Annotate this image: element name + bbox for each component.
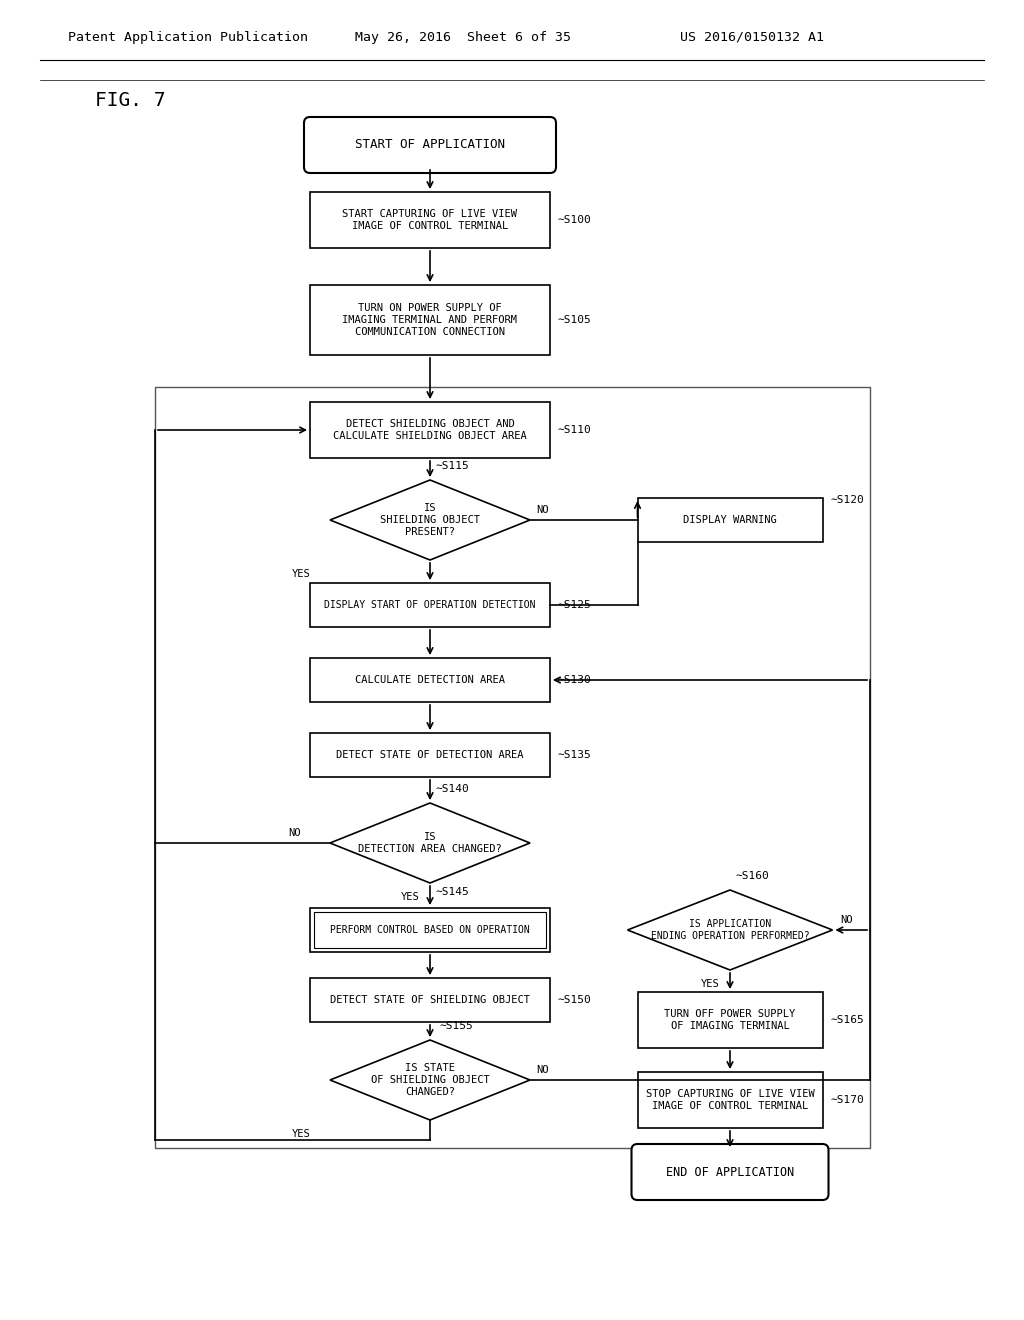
Text: ∼S110: ∼S110 [558,425,592,436]
Bar [155,387,870,1148]
FancyBboxPatch shape [304,117,556,173]
Text: START OF APPLICATION: START OF APPLICATION [355,139,505,152]
Text: DETECT STATE OF SHIELDING OBJECT: DETECT STATE OF SHIELDING OBJECT [330,995,530,1005]
Bar [638,993,822,1048]
Text: IS
DETECTION AREA CHANGED?: IS DETECTION AREA CHANGED? [358,832,502,854]
Bar [638,1072,822,1129]
Text: ∼S135: ∼S135 [558,750,592,760]
Text: NO: NO [536,1065,549,1074]
Bar [310,978,550,1022]
Polygon shape [330,480,530,560]
Polygon shape [628,890,833,970]
Text: Patent Application Publication: Patent Application Publication [68,30,308,44]
Text: NO: NO [841,915,853,925]
Text: May 26, 2016  Sheet 6 of 35: May 26, 2016 Sheet 6 of 35 [355,30,571,44]
Text: STOP CAPTURING OF LIVE VIEW
IMAGE OF CONTROL TERMINAL: STOP CAPTURING OF LIVE VIEW IMAGE OF CON… [645,1089,814,1111]
Text: ∼S125: ∼S125 [558,601,592,610]
Text: IS STATE
OF SHIELDING OBJECT
CHANGED?: IS STATE OF SHIELDING OBJECT CHANGED? [371,1064,489,1097]
Text: ∼S165: ∼S165 [830,1015,864,1026]
Text: ∼S160: ∼S160 [735,871,769,880]
Bar [310,657,550,702]
Text: ∼S105: ∼S105 [558,315,592,325]
Bar [638,498,822,543]
Text: DISPLAY WARNING: DISPLAY WARNING [683,515,777,525]
Polygon shape [330,803,530,883]
Text: YES: YES [401,892,420,902]
FancyBboxPatch shape [632,1144,828,1200]
Text: ∼S150: ∼S150 [558,995,592,1005]
Bar [314,912,546,948]
Text: ∼S170: ∼S170 [830,1096,864,1105]
Text: ∼S115: ∼S115 [435,461,469,471]
Text: IS
SHIELDING OBJECT
PRESENT?: IS SHIELDING OBJECT PRESENT? [380,503,480,537]
Text: ∼S100: ∼S100 [558,215,592,224]
Text: NO: NO [536,506,549,515]
Bar [310,403,550,458]
Text: PERFORM CONTROL BASED ON OPERATION: PERFORM CONTROL BASED ON OPERATION [330,925,529,935]
Text: IS APPLICATION
ENDING OPERATION PERFORMED?: IS APPLICATION ENDING OPERATION PERFORME… [650,919,809,941]
Text: DETECT SHIELDING OBJECT AND
CALCULATE SHIELDING OBJECT AREA: DETECT SHIELDING OBJECT AND CALCULATE SH… [333,420,527,441]
Bar [310,733,550,777]
Bar [310,285,550,355]
Text: DISPLAY START OF OPERATION DETECTION: DISPLAY START OF OPERATION DETECTION [325,601,536,610]
Text: ∼S130: ∼S130 [558,675,592,685]
Bar [310,191,550,248]
Text: END OF APPLICATION: END OF APPLICATION [666,1166,795,1179]
Text: ∼S155: ∼S155 [440,1020,474,1031]
Bar [310,908,550,952]
Text: ∼S145: ∼S145 [435,887,469,898]
Text: YES: YES [292,1129,310,1139]
Text: TURN ON POWER SUPPLY OF
IMAGING TERMINAL AND PERFORM
COMMUNICATION CONNECTION: TURN ON POWER SUPPLY OF IMAGING TERMINAL… [342,304,517,337]
Polygon shape [330,1040,530,1119]
Text: DETECT STATE OF DETECTION AREA: DETECT STATE OF DETECTION AREA [336,750,523,760]
Bar [310,583,550,627]
Text: START CAPTURING OF LIVE VIEW
IMAGE OF CONTROL TERMINAL: START CAPTURING OF LIVE VIEW IMAGE OF CO… [342,209,517,231]
Text: YES: YES [292,569,310,579]
Text: TURN OFF POWER SUPPLY
OF IMAGING TERMINAL: TURN OFF POWER SUPPLY OF IMAGING TERMINA… [665,1010,796,1031]
Text: ∼S140: ∼S140 [435,784,469,795]
Text: ∼S120: ∼S120 [830,495,864,506]
Text: FIG. 7: FIG. 7 [95,91,166,110]
Text: YES: YES [701,979,720,989]
Text: CALCULATE DETECTION AREA: CALCULATE DETECTION AREA [355,675,505,685]
Text: NO: NO [288,828,300,838]
Text: US 2016/0150132 A1: US 2016/0150132 A1 [680,30,824,44]
